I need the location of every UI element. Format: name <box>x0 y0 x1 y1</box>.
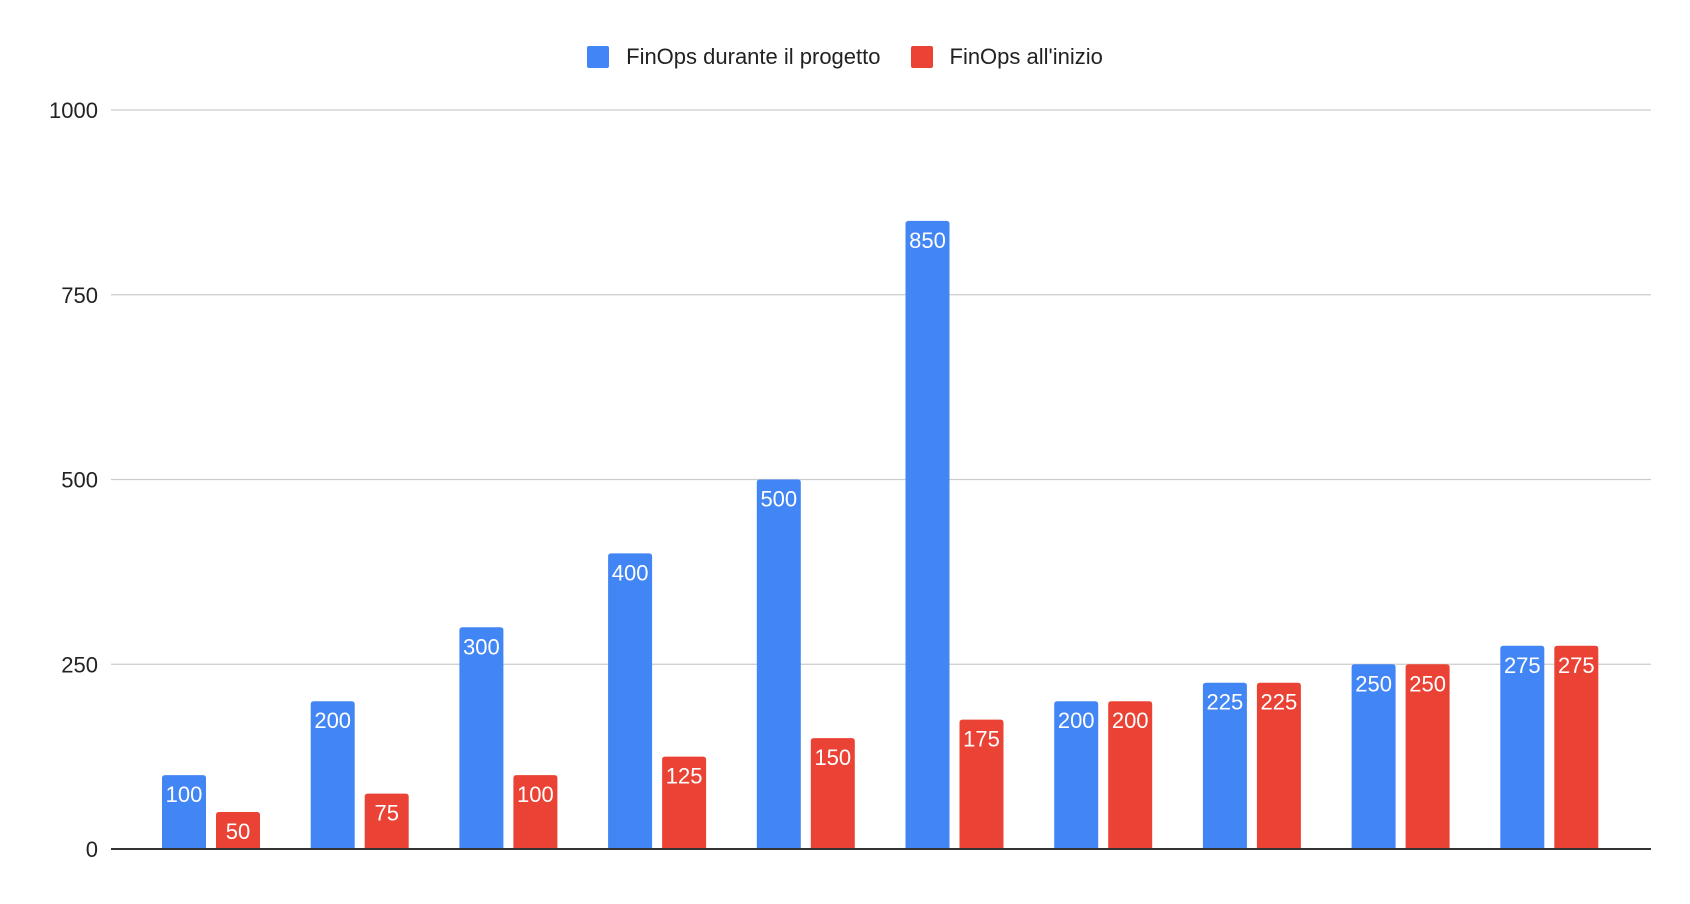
y-tick-label: 750 <box>61 283 98 308</box>
y-tick-label: 0 <box>86 837 98 862</box>
data-label: 500 <box>760 487 797 512</box>
data-label: 75 <box>374 801 398 826</box>
y-tick-label: 500 <box>61 468 98 493</box>
bar <box>1554 645 1599 849</box>
bar <box>608 553 653 849</box>
data-label: 150 <box>814 745 851 770</box>
data-label: 250 <box>1409 671 1446 696</box>
bar <box>1405 664 1450 849</box>
bar <box>959 719 1004 849</box>
bar <box>1054 701 1099 849</box>
data-label: 250 <box>1355 671 1392 696</box>
data-label: 200 <box>314 708 351 733</box>
bar <box>1500 645 1545 849</box>
bar <box>459 627 504 849</box>
data-label: 100 <box>517 782 554 807</box>
data-label: 300 <box>463 634 500 659</box>
bar <box>810 738 855 849</box>
legend: FinOps durante il progetto FinOps all'in… <box>0 44 1690 70</box>
bar <box>756 479 801 849</box>
bar <box>310 701 355 849</box>
data-label: 50 <box>226 819 250 844</box>
y-tick-label: 250 <box>61 652 98 677</box>
data-label: 275 <box>1558 653 1595 678</box>
legend-label: FinOps all'inizio <box>949 44 1103 69</box>
legend-item-inizio[interactable]: FinOps all'inizio <box>910 44 1103 70</box>
bar <box>513 775 558 849</box>
data-label: 200 <box>1058 708 1095 733</box>
bar <box>662 756 707 849</box>
legend-label: FinOps durante il progetto <box>626 44 881 69</box>
data-label: 400 <box>612 560 649 585</box>
data-label: 225 <box>1261 690 1298 715</box>
data-label: 200 <box>1112 708 1149 733</box>
bar <box>905 220 950 850</box>
bar <box>162 775 206 849</box>
data-label: 850 <box>909 228 946 253</box>
data-label: 125 <box>666 764 703 789</box>
bar <box>216 812 260 849</box>
bar <box>1202 682 1247 849</box>
data-label: 100 <box>166 782 203 807</box>
bar <box>1108 701 1153 849</box>
legend-item-durante[interactable]: FinOps durante il progetto <box>587 44 881 70</box>
data-label: 225 <box>1207 690 1244 715</box>
bar <box>364 793 409 849</box>
data-label: 175 <box>963 727 1000 752</box>
bar <box>1256 682 1301 849</box>
y-tick-label: 1000 <box>49 98 98 123</box>
bar <box>1351 664 1396 849</box>
legend-swatch-red <box>910 46 933 68</box>
data-label: 275 <box>1504 653 1541 678</box>
legend-swatch-blue <box>587 46 610 68</box>
